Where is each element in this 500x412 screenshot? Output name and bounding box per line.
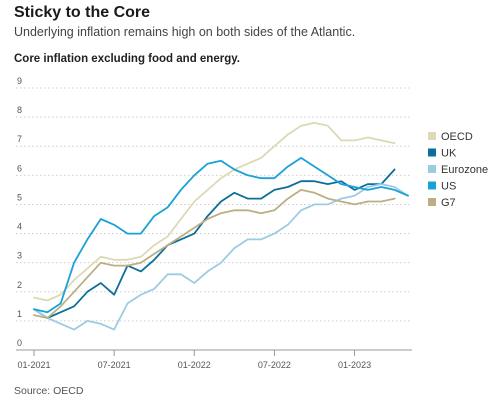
x-tick-label-1: 07-2021: [98, 360, 131, 370]
x-tick-label-0: 01-2021: [17, 360, 50, 370]
y-tick-label-8: 8: [17, 105, 22, 115]
y-tick-label-2: 2: [17, 280, 22, 290]
series-line-oecd: [33, 122, 396, 302]
legend-label-g7: G7: [441, 197, 456, 209]
chart-title: Sticky to the Core: [14, 4, 151, 21]
chart-source: Source: OECD: [14, 385, 84, 397]
series-line-eurozone: [33, 183, 409, 331]
legend-swatch-oecd: [428, 132, 436, 140]
x-tick-label-3: 07-2022: [258, 360, 291, 370]
legend-swatch-us: [428, 181, 436, 190]
y-axis-ticks: 0 1 2 3 4 5 6 7 8 9: [17, 76, 22, 348]
chart-subtitle: Underlying inflation remains high on bot…: [14, 25, 356, 39]
chart-heading: Core inflation excluding food and energy…: [14, 53, 240, 65]
y-tick-label-1: 1: [17, 309, 22, 319]
legend-swatch-g7: [428, 198, 436, 206]
series-line-us: [33, 157, 409, 314]
y-tick-label-3: 3: [17, 251, 22, 261]
y-tick-label-7: 7: [17, 134, 22, 144]
gridlines: [16, 87, 412, 351]
legend-label-us: US: [441, 181, 456, 193]
x-axis-ticks: 01-2021 07-2021 01-2022 07-2022 01-2023: [17, 350, 371, 370]
legend-label-uk: UK: [441, 148, 457, 160]
legend-swatch-eurozone: [428, 165, 436, 173]
y-tick-label-9: 9: [17, 76, 22, 86]
y-tick-label-4: 4: [17, 222, 22, 232]
legend-label-eurozone: Eurozone: [441, 164, 488, 176]
y-tick-label-5: 5: [17, 192, 22, 202]
legend-label-oecd: OECD: [441, 131, 473, 143]
y-tick-label-6: 6: [17, 163, 22, 173]
x-tick-label-4: 01-2023: [338, 360, 371, 370]
x-tick-label-2: 01-2022: [178, 360, 211, 370]
series-line-g7: [33, 189, 396, 319]
series-line-uk: [33, 168, 396, 319]
series-lines: [33, 122, 409, 331]
legend-swatch-uk: [428, 148, 436, 157]
legend: OECD UK Eurozone US G7: [428, 131, 488, 209]
y-tick-label-0: 0: [17, 338, 22, 348]
